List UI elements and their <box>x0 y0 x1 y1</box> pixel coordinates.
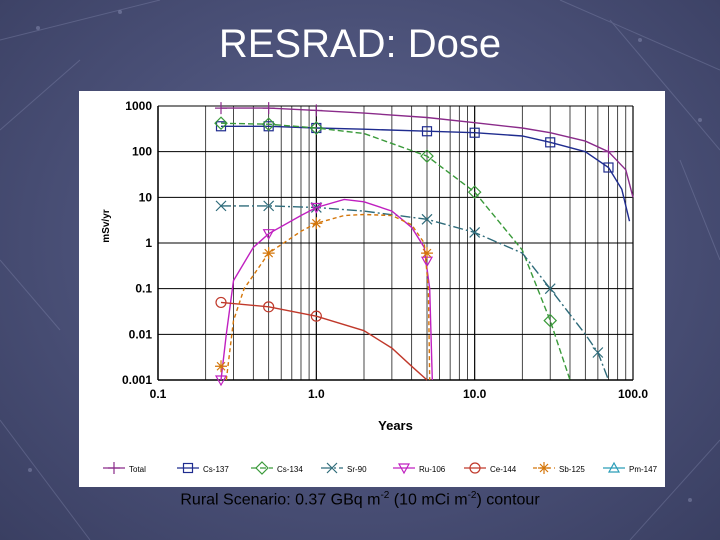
data-point-cs-137 <box>469 127 480 138</box>
legend-marker-cs-134 <box>255 461 269 475</box>
data-point-ru-106 <box>214 375 228 387</box>
data-point-cs-134 <box>261 117 276 132</box>
y-tick-label: 0.01 <box>129 327 153 341</box>
legend-marker-total <box>108 462 120 474</box>
data-point-ce-144 <box>263 301 275 313</box>
caption-text-1: Rural Scenario: 0.37 GBq m <box>180 491 381 509</box>
data-point-cs-134 <box>543 313 558 328</box>
x-tick-label: 10.0 <box>463 387 487 401</box>
x-tick-label: 100.0 <box>618 387 648 401</box>
data-point-cs-137 <box>421 126 433 137</box>
y-tick-label: 0.001 <box>122 373 152 387</box>
data-point-total <box>310 104 323 117</box>
series-line-total <box>221 107 634 198</box>
data-point-sr-90 <box>544 283 556 295</box>
chart-panel: 1000 100 10 1 0.1 0.01 0.001 0.1 1.0 10.0 100.0 Yea… <box>79 91 665 487</box>
data-point-ce-144 <box>215 296 227 309</box>
data-point-sr-90 <box>592 347 604 358</box>
legend-marker-cs-137 <box>182 462 194 474</box>
data-point-cs-134 <box>309 121 324 135</box>
data-point-sr-90 <box>421 213 433 225</box>
legend-label-total: Total <box>129 465 146 474</box>
data-point-cs-137 <box>603 162 614 173</box>
data-point-total <box>602 145 615 158</box>
x-axis-label: Years <box>378 418 413 433</box>
y-tick-label: 1000 <box>125 99 152 113</box>
legend-marker-ce-144 <box>469 462 481 474</box>
legend-marker-sb-125 <box>538 462 550 474</box>
series-line-sb-125 <box>225 213 431 381</box>
data-point-total <box>262 102 275 115</box>
y-tick-label: 1 <box>145 236 152 250</box>
legend-label-cs-134: Cs-134 <box>277 465 303 474</box>
data-point-cs-137 <box>215 121 227 132</box>
chart-caption: Rural Scenario: 0.37 GBq m-2 (10 mCi m-2… <box>0 490 720 509</box>
data-point-sr-90 <box>215 200 227 212</box>
data-point-sb-125 <box>421 247 434 260</box>
legend-label-pm-147: Pm-147 <box>629 465 658 474</box>
data-point-total <box>215 102 228 115</box>
y-tick-label: 10 <box>139 190 153 204</box>
y-tick-label: 100 <box>132 145 152 159</box>
legend-label-cs-137: Cs-137 <box>203 465 229 474</box>
caption-sup-1: -2 <box>380 490 390 501</box>
data-point-cs-134 <box>214 116 228 131</box>
legend-label-ru-106: Ru-106 <box>419 465 446 474</box>
data-point-ce-144 <box>310 310 322 322</box>
series-line-cs-134 <box>220 122 571 381</box>
data-point-sr-90 <box>263 200 275 212</box>
x-tick-label: 1.0 <box>308 387 325 401</box>
legend-label-ce-144: Ce-144 <box>490 465 517 474</box>
data-point-cs-137 <box>545 137 556 148</box>
series-line-ru-106 <box>220 198 433 381</box>
data-point-cs-134 <box>420 149 434 163</box>
x-tick-label: 0.1 <box>150 387 167 401</box>
slide-title: RESRAD: Dose <box>218 22 502 66</box>
data-point-ru-106 <box>262 229 275 240</box>
data-point-ru-106 <box>310 202 323 214</box>
legend-marker-ru-106 <box>397 463 411 475</box>
data-point-sb-125 <box>262 247 275 260</box>
series-line-cs-137 <box>221 125 631 222</box>
caption-text-3: ) contour <box>476 491 540 509</box>
legend-label-sb-125: Sb-125 <box>559 465 585 474</box>
legend-marker-pm-147 <box>607 461 621 473</box>
data-point-sr-90 <box>469 227 481 238</box>
caption-sup-2: -2 <box>467 490 477 501</box>
series-line-ce-144 <box>220 301 428 381</box>
data-point-cs-134 <box>467 185 482 199</box>
legend-marker-sr-90 <box>326 462 338 474</box>
data-point-sb-125 <box>215 360 228 373</box>
y-axis-label: mSv/yr <box>101 209 112 242</box>
data-point-sb-125 <box>310 217 323 230</box>
caption-text-2: (10 mCi m <box>389 491 468 509</box>
legend-label-sr-90: Sr-90 <box>347 465 367 474</box>
y-tick-label: 0.1 <box>135 282 152 296</box>
